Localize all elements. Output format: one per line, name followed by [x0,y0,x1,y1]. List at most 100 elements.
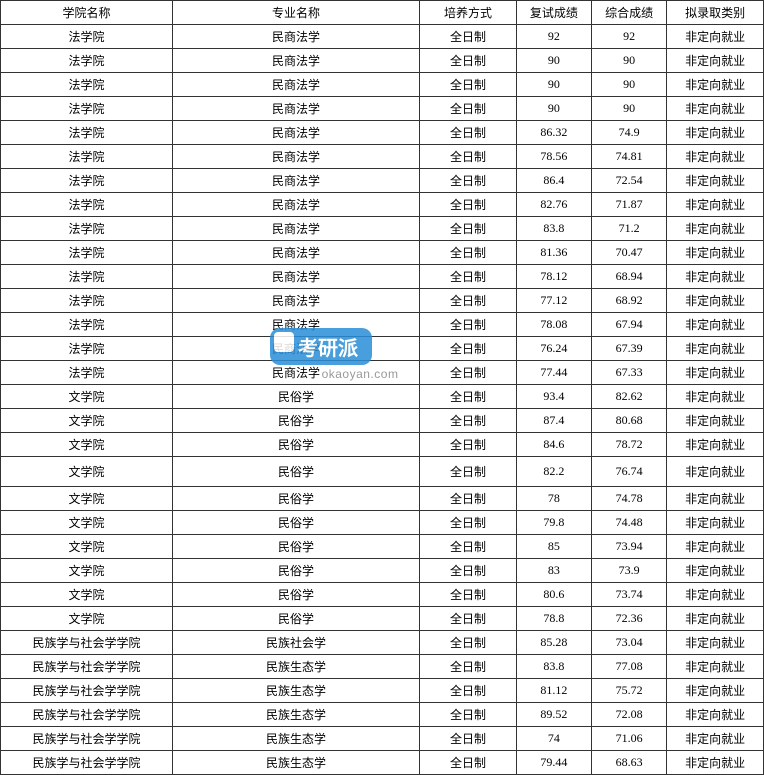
table-cell: 全日制 [420,385,517,409]
table-cell: 68.63 [592,751,667,775]
table-cell: 民商法学 [172,289,419,313]
table-cell: 民商法学 [172,169,419,193]
table-cell: 非定向就业 [667,265,764,289]
table-cell: 90 [592,97,667,121]
table-cell: 89.52 [516,703,591,727]
table-cell: 82.2 [516,457,591,487]
table-cell: 法学院 [1,169,173,193]
table-header-row: 学院名称 专业名称 培养方式 复试成绩 综合成绩 拟录取类别 [1,1,764,25]
table-cell: 68.92 [592,289,667,313]
table-cell: 75.72 [592,679,667,703]
table-cell: 法学院 [1,361,173,385]
table-cell: 87.4 [516,409,591,433]
table-row: 文学院民俗学全日制8373.9非定向就业 [1,559,764,583]
table-cell: 文学院 [1,583,173,607]
table-cell: 非定向就业 [667,25,764,49]
table-cell: 73.94 [592,535,667,559]
table-cell: 67.39 [592,337,667,361]
table-cell: 非定向就业 [667,679,764,703]
table-cell: 74.48 [592,511,667,535]
table-row: 文学院民俗学全日制79.874.48非定向就业 [1,511,764,535]
table-cell: 民族生态学 [172,655,419,679]
table-cell: 法学院 [1,337,173,361]
table-row: 法学院民商法学全日制9292非定向就业 [1,25,764,49]
table-cell: 文学院 [1,385,173,409]
table-cell: 非定向就业 [667,97,764,121]
table-cell: 77.08 [592,655,667,679]
table-cell: 全日制 [420,361,517,385]
table-cell: 73.9 [592,559,667,583]
col-header-school: 学院名称 [1,1,173,25]
table-cell: 民族学与社会学学院 [1,727,173,751]
table-row: 文学院民俗学全日制80.673.74非定向就业 [1,583,764,607]
table-row: 法学院民商法学全日制86.472.54非定向就业 [1,169,764,193]
table-cell: 73.04 [592,631,667,655]
table-cell: 非定向就业 [667,457,764,487]
table-cell: 85.28 [516,631,591,655]
table-cell: 全日制 [420,511,517,535]
table-cell: 非定向就业 [667,535,764,559]
table-cell: 77.44 [516,361,591,385]
table-cell: 非定向就业 [667,751,764,775]
table-cell: 全日制 [420,193,517,217]
table-cell: 民族学与社会学学院 [1,655,173,679]
table-cell: 民族学与社会学学院 [1,679,173,703]
table-cell: 79.8 [516,511,591,535]
table-cell: 74 [516,727,591,751]
table-cell: 67.33 [592,361,667,385]
table-row: 民族学与社会学学院民族生态学全日制7471.06非定向就业 [1,727,764,751]
table-cell: 全日制 [420,607,517,631]
table-cell: 民商法学 [172,49,419,73]
table-cell: 文学院 [1,559,173,583]
table-cell: 72.54 [592,169,667,193]
table-cell: 民俗学 [172,385,419,409]
table-row: 法学院民商法学全日制81.3670.47非定向就业 [1,241,764,265]
table-cell: 法学院 [1,145,173,169]
table-row: 民族学与社会学学院民族生态学全日制81.1275.72非定向就业 [1,679,764,703]
table-cell: 71.87 [592,193,667,217]
table-cell: 非定向就业 [667,241,764,265]
table-cell: 法学院 [1,49,173,73]
table-row: 法学院民商法学全日制83.871.2非定向就业 [1,217,764,241]
table-row: 文学院民俗学全日制93.482.62非定向就业 [1,385,764,409]
table-cell: 民商法学 [172,241,419,265]
table-cell: 非定向就业 [667,607,764,631]
table-row: 法学院民商法学全日制9090非定向就业 [1,49,764,73]
table-cell: 83 [516,559,591,583]
table-cell: 77.12 [516,289,591,313]
table-cell: 法学院 [1,313,173,337]
table-cell: 民族学与社会学学院 [1,703,173,727]
table-cell: 78.56 [516,145,591,169]
table-cell: 71.2 [592,217,667,241]
table-cell: 全日制 [420,535,517,559]
table-cell: 非定向就业 [667,511,764,535]
table-cell: 78.72 [592,433,667,457]
table-cell: 全日制 [420,265,517,289]
table-cell: 民商法学 [172,193,419,217]
table-cell: 民商法学 [172,361,419,385]
table-cell: 非定向就业 [667,361,764,385]
table-cell: 全日制 [420,169,517,193]
table-cell: 全日制 [420,751,517,775]
table-cell: 非定向就业 [667,193,764,217]
table-cell: 67.94 [592,313,667,337]
table-cell: 非定向就业 [667,559,764,583]
table-cell: 非定向就业 [667,583,764,607]
table-row: 法学院民商法学全日制78.0867.94非定向就业 [1,313,764,337]
table-cell: 90 [516,97,591,121]
table-cell: 全日制 [420,433,517,457]
table-cell: 全日制 [420,97,517,121]
table-cell: 民族学与社会学学院 [1,631,173,655]
table-row: 文学院民俗学全日制82.276.74非定向就业 [1,457,764,487]
table-cell: 全日制 [420,457,517,487]
table-cell: 全日制 [420,487,517,511]
table-cell: 74.81 [592,145,667,169]
table-cell: 非定向就业 [667,409,764,433]
table-cell: 全日制 [420,49,517,73]
table-cell: 72.08 [592,703,667,727]
table-cell: 非定向就业 [667,487,764,511]
table-cell: 民族社会学 [172,631,419,655]
table-cell: 法学院 [1,25,173,49]
table-cell: 非定向就业 [667,337,764,361]
table-body: 法学院民商法学全日制9292非定向就业法学院民商法学全日制9090非定向就业法学… [1,25,764,775]
